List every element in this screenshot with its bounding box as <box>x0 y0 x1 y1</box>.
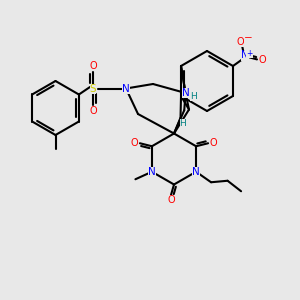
Text: O: O <box>237 37 244 47</box>
Text: N: N <box>192 167 200 177</box>
Text: O: O <box>89 106 97 116</box>
Text: O: O <box>258 55 266 65</box>
Text: −: − <box>244 33 253 43</box>
Text: O: O <box>210 138 217 148</box>
Text: H: H <box>180 118 186 127</box>
Text: N: N <box>182 88 189 98</box>
Text: N: N <box>241 50 249 61</box>
Text: N: N <box>148 167 156 177</box>
Text: O: O <box>89 61 97 71</box>
Text: O: O <box>167 195 175 206</box>
Text: N: N <box>122 83 130 94</box>
Text: S: S <box>90 83 96 94</box>
Text: O: O <box>131 138 138 148</box>
Text: +: + <box>246 49 253 58</box>
Text: H: H <box>190 92 197 101</box>
